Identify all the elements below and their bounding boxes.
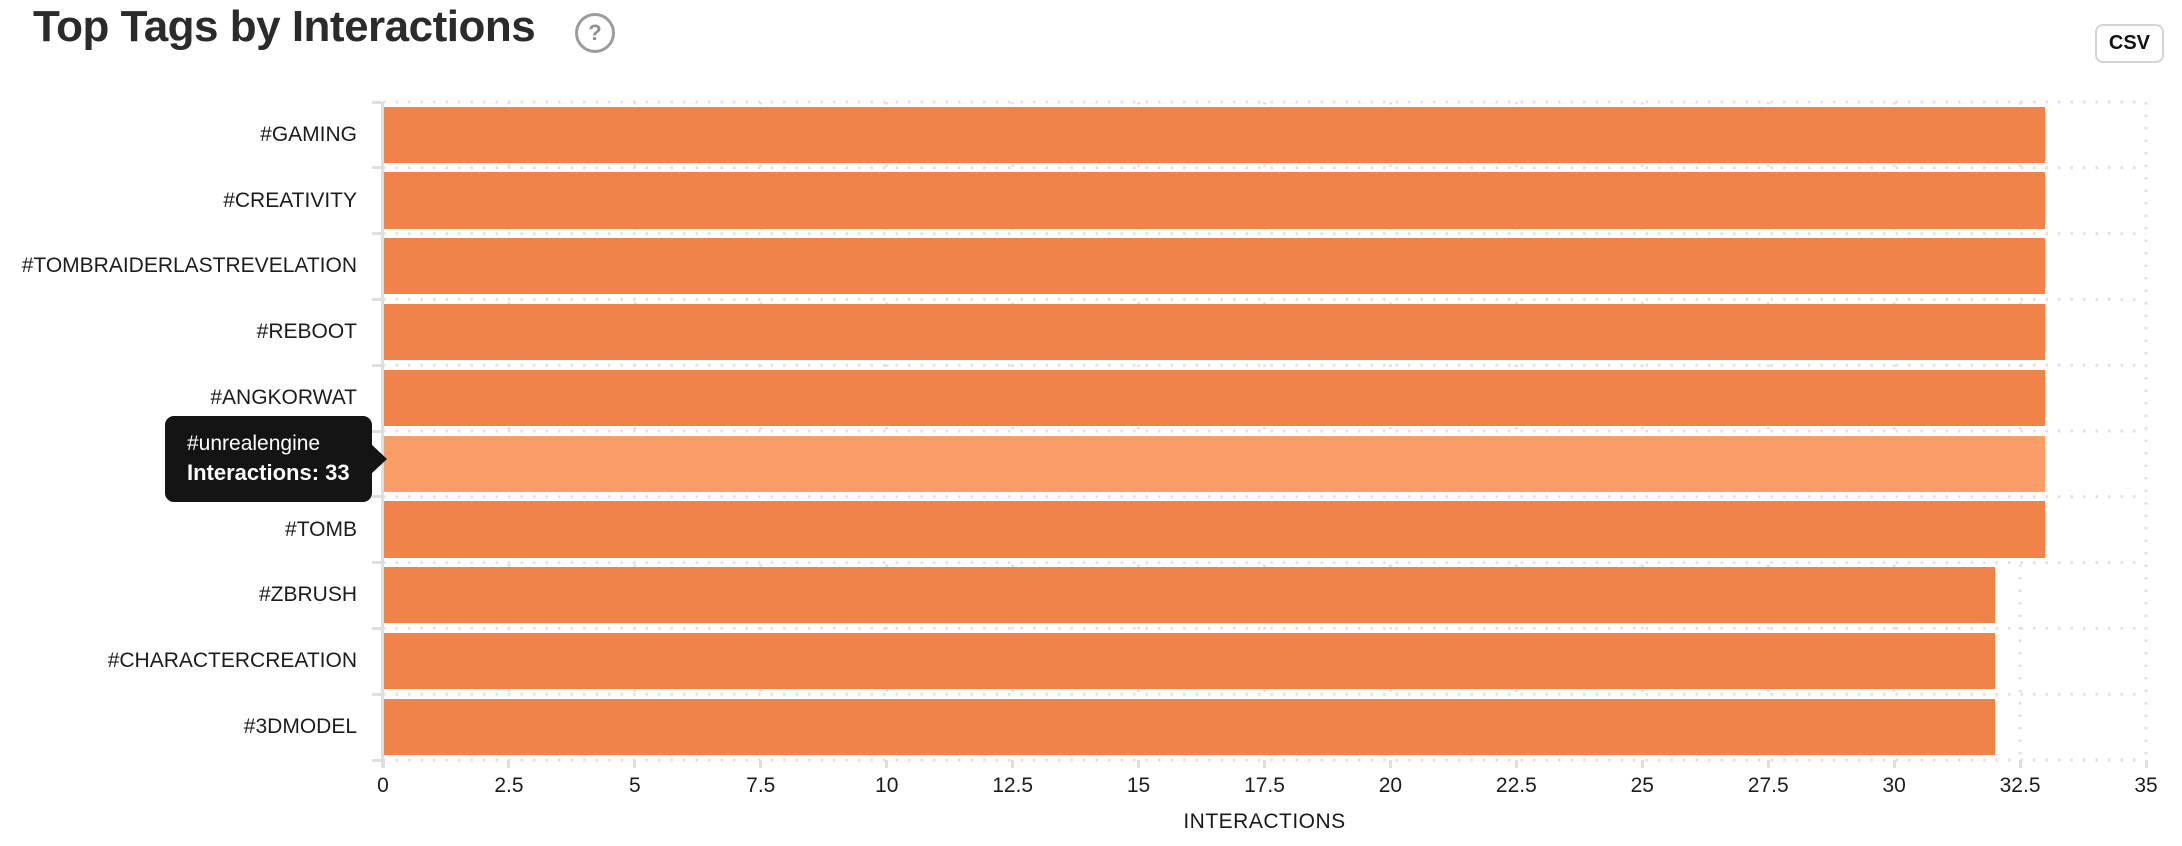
x-axis-title: INTERACTIONS [1183, 810, 1346, 833]
y-axis-line [381, 102, 384, 768]
y-axis-tick [372, 166, 381, 170]
csv-export-button[interactable]: CSV [2094, 24, 2164, 63]
x-axis-tick [1263, 760, 1266, 768]
plot-area [383, 100, 2148, 762]
x-axis-tick [2018, 760, 2022, 768]
bar-charactercreation[interactable] [383, 632, 1995, 690]
x-axis-tick [507, 760, 511, 768]
x-axis-tick [1892, 760, 1896, 768]
tooltip-interactions-value: Interactions: 33 [187, 460, 350, 485]
x-tick-label-0: 0 [377, 774, 389, 797]
bar-3dmodel[interactable] [383, 698, 1995, 755]
x-tick-label-15: 15 [1126, 774, 1151, 797]
x-axis-tick [1388, 760, 1392, 768]
x-axis-tick [759, 760, 763, 768]
x-tick-label-2.5: 2.5 [494, 774, 524, 797]
y-axis-tick [372, 297, 381, 301]
x-tick-label-5: 5 [629, 774, 641, 797]
x-axis-tick [633, 760, 637, 768]
x-tick-label-20: 20 [1378, 774, 1403, 797]
bar-reboot[interactable] [383, 303, 2046, 361]
bar-gaming[interactable] [383, 106, 2046, 163]
x-axis-tick [1137, 760, 1141, 768]
bar-zbrush[interactable] [383, 567, 1995, 624]
x-axis-tick [1766, 760, 1770, 768]
y-axis-tick [372, 758, 381, 762]
x-axis-tick [381, 760, 385, 768]
y-label-charactercreation: #CHARACTERCREATION [107, 649, 357, 673]
x-tick-label-27.5: 27.5 [1747, 774, 1789, 797]
y-label-creativity: #CREATIVITY [223, 188, 357, 212]
y-axis-tick [372, 495, 381, 499]
bars-layer [383, 102, 2146, 760]
x-axis-tick [1640, 760, 1644, 768]
x-tick-label-22.5: 22.5 [1495, 774, 1537, 797]
y-axis-tick [372, 692, 381, 696]
help-icon-glyph: ? [588, 20, 602, 45]
y-label-zbrush: #ZBRUSH [258, 583, 357, 607]
y-label-tomb: #TOMB [285, 517, 357, 541]
y-axis-tick [372, 363, 381, 367]
y-label-angkorwat: #ANGKORWAT [210, 386, 357, 410]
x-tick-label-10: 10 [875, 774, 899, 797]
y-axis-tick [372, 626, 381, 630]
x-tick-label-12.5: 12.5 [992, 774, 1034, 797]
x-tick-label-7.5: 7.5 [746, 774, 776, 797]
x-tick-label-32.5: 32.5 [1999, 774, 2041, 797]
bar-creativity[interactable] [383, 172, 2046, 229]
y-axis-tick [372, 561, 381, 565]
y-axis-tick [372, 429, 381, 433]
bar-angkorwat[interactable] [383, 369, 2046, 426]
help-icon[interactable]: ? [575, 13, 615, 53]
y-axis-tick [372, 232, 381, 236]
bar-unrealengine[interactable] [383, 435, 2046, 492]
x-axis-tick [1011, 760, 1015, 768]
x-axis-tick [885, 760, 889, 768]
x-axis-tick [2144, 760, 2148, 768]
x-tick-label-35: 35 [2134, 774, 2158, 797]
x-axis-tick [1514, 760, 1518, 768]
bar-tomb[interactable] [383, 501, 2046, 558]
x-tick-label-30: 30 [1882, 774, 1906, 797]
y-label-gaming: #GAMING [260, 122, 357, 146]
bar-tombraiderlastrevelation[interactable] [383, 238, 2046, 295]
chart-tooltip: #unrealengine Interactions: 33 [165, 416, 372, 502]
x-tick-label-17.5: 17.5 [1244, 774, 1285, 797]
panel-header: Top Tags by Interactions ? CSV [0, 0, 2182, 70]
page-title: Top Tags by Interactions [33, 2, 536, 51]
x-tick-label-25: 25 [1630, 774, 1654, 797]
y-label-tombraiderlastrevelation: #TOMBRAIDERLASTREVELATION [21, 254, 357, 278]
y-axis-tick [372, 100, 381, 104]
tooltip-tag-name: #unrealengine [187, 432, 321, 455]
y-label-reboot: #REBOOT [256, 320, 357, 344]
y-label-3dmodel: #3DMODEL [243, 715, 357, 739]
